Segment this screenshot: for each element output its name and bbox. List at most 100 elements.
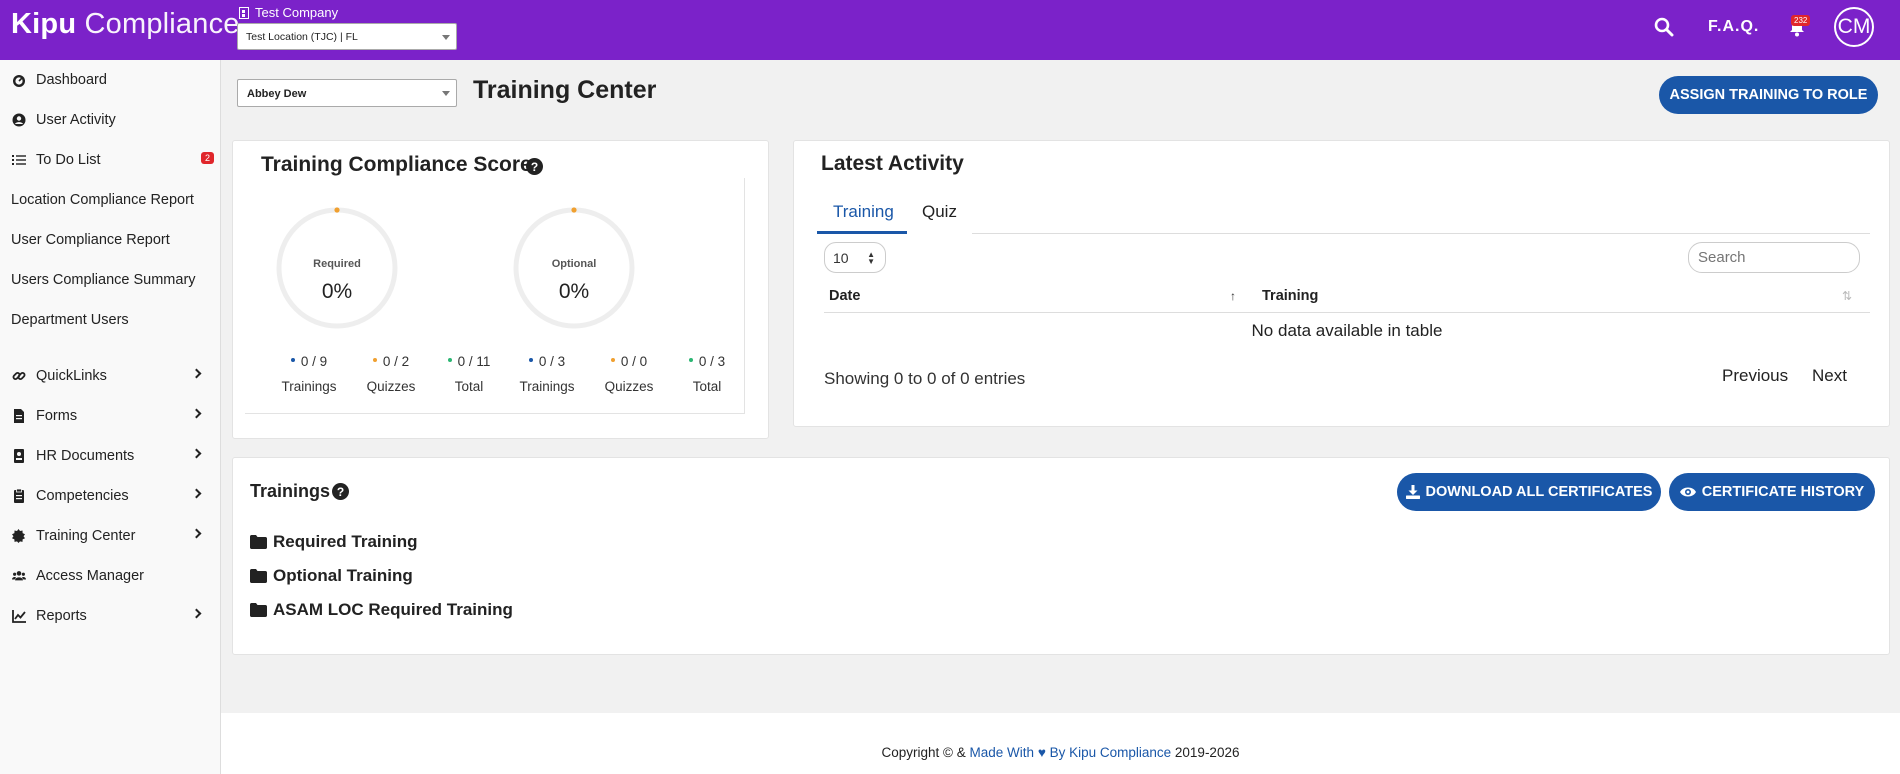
page-length-select[interactable]: 10 ▲ ▼ bbox=[824, 242, 886, 273]
sidebar-item-reports[interactable]: Reports bbox=[0, 596, 220, 636]
user-circle-icon bbox=[12, 113, 26, 127]
table-search-input[interactable] bbox=[1688, 242, 1860, 273]
sidebar-item-label: Training Center bbox=[36, 528, 136, 544]
chevron-right-icon bbox=[191, 448, 202, 459]
sidebar-item-training-center[interactable]: Training Center bbox=[0, 516, 220, 556]
stat-value: 0 / 2 bbox=[382, 354, 410, 369]
search-icon[interactable] bbox=[1654, 16, 1674, 38]
help-icon[interactable]: ? bbox=[526, 158, 543, 175]
stat-dot bbox=[372, 358, 377, 363]
made-with-link[interactable]: Made With bbox=[969, 745, 1035, 760]
next-page-button[interactable]: Next bbox=[1812, 366, 1847, 385]
previous-page-button[interactable]: Previous bbox=[1722, 366, 1789, 385]
company-name: Test Company bbox=[239, 5, 338, 20]
stat-dot bbox=[447, 358, 452, 363]
download-all-certificates-button[interactable]: DOWNLOAD ALL CERTIFICATES bbox=[1397, 473, 1661, 511]
app-logo[interactable]: Kipu Compliance bbox=[11, 8, 240, 40]
optional-gauge-label: Optional bbox=[551, 258, 597, 270]
sidebar-item-dashboard[interactable]: Dashboard bbox=[0, 60, 220, 100]
chevron-right-icon bbox=[191, 608, 202, 619]
history-button-label: CERTIFICATE HISTORY bbox=[1701, 484, 1865, 500]
sidebar-item-todo[interactable]: To Do List 2 bbox=[0, 140, 220, 180]
folder-icon bbox=[250, 569, 267, 583]
stat-required-trainings: 0 / 9 Trainings bbox=[269, 354, 349, 394]
stat-caption: Total bbox=[692, 379, 722, 394]
folder-optional-training[interactable]: Optional Training bbox=[250, 566, 413, 586]
copyright-years: 2019-2026 bbox=[1171, 745, 1240, 760]
chevron-right-icon bbox=[191, 488, 202, 499]
avatar[interactable]: CM bbox=[1834, 7, 1874, 47]
sidebar-item-hr-documents[interactable]: HR Documents bbox=[0, 436, 220, 476]
sidebar-item-label: Reports bbox=[36, 608, 87, 624]
sidebar-item-label: Users Compliance Summary bbox=[11, 272, 196, 288]
sidebar-item-department-users[interactable]: Department Users bbox=[0, 300, 220, 340]
required-gauge: Required 0% bbox=[275, 206, 399, 330]
folder-label: ASAM LOC Required Training bbox=[273, 600, 513, 619]
sidebar-item-label: User Compliance Report bbox=[11, 232, 170, 248]
top-bar: Kipu Compliance Test Company Test Locati… bbox=[0, 0, 1900, 60]
sort-both-icon[interactable]: ⇅ bbox=[1842, 289, 1853, 303]
folder-asam-loc-required-training[interactable]: ASAM LOC Required Training bbox=[250, 600, 513, 620]
sidebar-item-access-manager[interactable]: Access Manager bbox=[0, 556, 220, 596]
chevron-down-icon bbox=[442, 35, 450, 40]
sidebar-item-competencies[interactable]: Competencies bbox=[0, 476, 220, 516]
folder-icon bbox=[250, 535, 267, 549]
tab-quiz[interactable]: Quiz bbox=[922, 202, 957, 221]
sidebar-item-user-activity[interactable]: User Activity bbox=[0, 100, 220, 140]
by-text: By bbox=[1045, 745, 1070, 760]
building-icon bbox=[239, 6, 249, 19]
user-select[interactable]: Abbey Dew bbox=[237, 79, 457, 107]
location-select[interactable]: Test Location (TJC) | FL bbox=[237, 23, 457, 50]
required-gauge-label: Required bbox=[313, 258, 361, 270]
certificate-icon bbox=[12, 529, 26, 543]
notification-badge: 232 bbox=[1791, 15, 1811, 26]
users-icon bbox=[12, 569, 26, 583]
heart-icon: ♥ bbox=[1037, 745, 1046, 760]
sidebar-item-location-compliance-report[interactable]: Location Compliance Report bbox=[0, 180, 220, 220]
folder-label: Optional Training bbox=[273, 566, 413, 585]
chevron-right-icon bbox=[191, 408, 202, 419]
faq-link[interactable]: F.A.Q. bbox=[1708, 18, 1760, 35]
todo-count-badge: 2 bbox=[200, 152, 214, 164]
empty-table-message: No data available in table bbox=[1251, 321, 1443, 340]
required-gauge-ring bbox=[276, 207, 398, 329]
stat-value: 0 / 9 bbox=[300, 354, 328, 369]
sidebar-item-quicklinks[interactable]: QuickLinks bbox=[0, 356, 220, 396]
column-header-date[interactable]: Date bbox=[829, 288, 861, 304]
id-card-icon bbox=[12, 449, 26, 463]
help-icon[interactable]: ? bbox=[332, 483, 349, 500]
assign-training-to-role-button[interactable]: ASSIGN TRAINING TO ROLE bbox=[1659, 76, 1878, 114]
sidebar-item-users-compliance-summary[interactable]: Users Compliance Summary bbox=[0, 260, 220, 300]
table-header-divider bbox=[824, 312, 1870, 313]
location-select-value: Test Location (TJC) | FL bbox=[246, 31, 358, 43]
stat-caption: Total bbox=[454, 379, 484, 394]
optional-gauge: Optional 0% bbox=[512, 206, 636, 330]
company-label: Test Company bbox=[255, 5, 339, 20]
copyright-text: Copyright © & bbox=[881, 745, 970, 760]
certificate-history-button[interactable]: CERTIFICATE HISTORY bbox=[1669, 473, 1875, 511]
folder-required-training[interactable]: Required Training bbox=[250, 532, 418, 552]
tab-training[interactable]: Training bbox=[833, 202, 894, 221]
sort-updown-icon: ▲ ▼ bbox=[867, 250, 875, 266]
clipboard-icon bbox=[12, 489, 26, 503]
folder-icon bbox=[250, 603, 267, 617]
brand-link[interactable]: Kipu Compliance bbox=[1069, 745, 1172, 760]
sidebar-item-label: Forms bbox=[36, 408, 78, 424]
stat-optional-total: 0 / 3 Total bbox=[667, 354, 747, 394]
footer: Copyright © & Made With ♥ By Kipu Compli… bbox=[221, 713, 1900, 774]
sidebar-item-user-compliance-report[interactable]: User Compliance Report bbox=[0, 220, 220, 260]
page-length-value: 10 bbox=[833, 250, 849, 266]
stat-dot bbox=[528, 358, 533, 363]
stat-dot bbox=[610, 358, 615, 363]
sort-ascending-icon[interactable]: ↑ bbox=[1230, 289, 1236, 303]
stat-caption: Trainings bbox=[519, 379, 575, 394]
page-title: Training Center bbox=[473, 76, 657, 104]
stat-caption: Quizzes bbox=[604, 379, 654, 394]
stat-value: 0 / 0 bbox=[620, 354, 648, 369]
active-tab-indicator bbox=[817, 231, 907, 234]
download-button-label: DOWNLOAD ALL CERTIFICATES bbox=[1425, 484, 1653, 500]
column-header-training[interactable]: Training bbox=[1262, 288, 1319, 304]
sidebar-item-forms[interactable]: Forms bbox=[0, 396, 220, 436]
tab-divider bbox=[972, 233, 1870, 234]
score-card-title: Training Compliance Score bbox=[261, 153, 532, 176]
